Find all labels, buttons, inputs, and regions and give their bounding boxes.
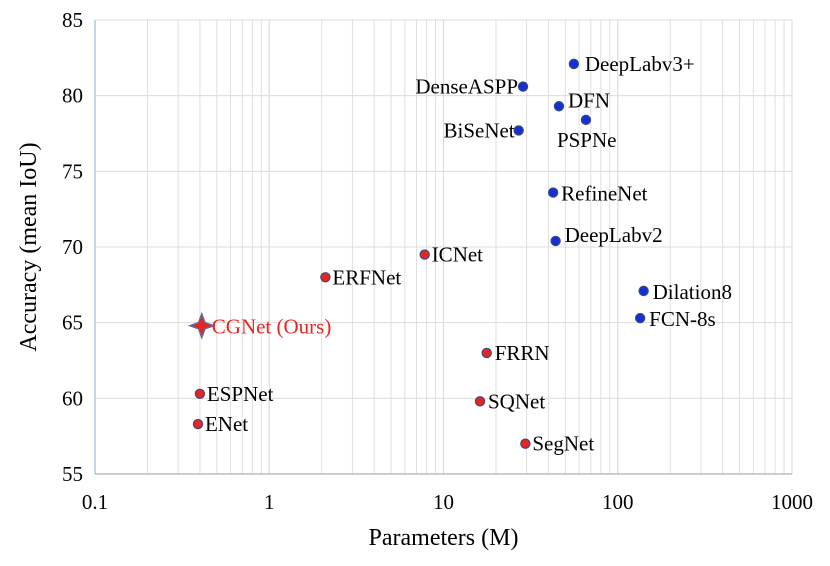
- label-segnet: SegNet: [532, 432, 594, 456]
- label-deeplabv2: DeepLabv2: [565, 223, 663, 247]
- point-refinenet: [547, 187, 559, 198]
- x-tick-label: 10: [433, 490, 454, 514]
- y-tick-label: 70: [62, 235, 83, 259]
- label-espnet: ESPNet: [207, 382, 274, 406]
- point-cgnet-ours-star: [187, 311, 216, 340]
- axes: [94, 20, 792, 475]
- point-deeplabv2: [550, 235, 561, 247]
- point-fcn-8s: [634, 312, 646, 324]
- label-denseaspp: DenseASPP: [415, 75, 518, 99]
- label-dilation8: Dilation8: [653, 280, 732, 304]
- point-bisenet: [513, 125, 524, 136]
- label-bisenet: BiSeNet: [443, 118, 514, 142]
- point-dfn: [553, 101, 565, 112]
- point-enet: [192, 418, 204, 430]
- point-pspne: [580, 114, 592, 126]
- y-tick-label: 55: [62, 462, 83, 486]
- y-tick-label: 65: [62, 311, 83, 335]
- y-tick-label: 85: [62, 8, 83, 32]
- point-sqnet: [474, 396, 486, 407]
- label-dfn: DFN: [568, 88, 610, 112]
- y-axis-title: Accuracy (mean IoU): [16, 142, 42, 351]
- x-tick-label: 1: [264, 490, 275, 514]
- label-frrn: FRRN: [495, 341, 550, 365]
- x-tick-label: 0.1: [82, 490, 108, 514]
- point-deeplabv3: [568, 58, 580, 70]
- label-deeplabv3: DeepLabv3+: [585, 52, 695, 76]
- label-erfnet: ERFNet: [332, 265, 401, 289]
- label-icnet: ICNet: [432, 243, 483, 267]
- y-tick-label: 75: [62, 159, 83, 183]
- point-icnet: [419, 249, 430, 260]
- point-labels: CGNet (Ours) ESPNet ENet ERFNet ICNet FRRN SQN…: [205, 52, 732, 456]
- x-tick-label: 1000: [771, 490, 813, 514]
- y-tick-label: 60: [62, 386, 83, 410]
- point-espnet: [194, 388, 206, 399]
- point-denseaspp: [517, 81, 529, 92]
- point-segnet: [520, 438, 531, 449]
- label-refinenet: RefineNet: [561, 182, 647, 206]
- data-points: [187, 58, 649, 449]
- label-sqnet: SQNet: [488, 389, 545, 413]
- point-erfnet: [320, 272, 331, 283]
- label-enet: ENet: [205, 412, 248, 436]
- tick-labels: 0.1 1 10 100 1000 55 60 65 70 75 80 85: [62, 8, 813, 514]
- label-pspne: PSPNe: [557, 128, 617, 152]
- label-cgnet-ours: CGNet (Ours): [212, 315, 332, 339]
- point-dilation8: [638, 285, 649, 297]
- label-fcn-8s: FCN-8s: [649, 307, 716, 331]
- x-axis-title: Parameters (M): [369, 525, 519, 551]
- x-tick-label: 100: [602, 490, 634, 514]
- point-frrn: [481, 347, 492, 359]
- y-tick-label: 80: [62, 84, 83, 108]
